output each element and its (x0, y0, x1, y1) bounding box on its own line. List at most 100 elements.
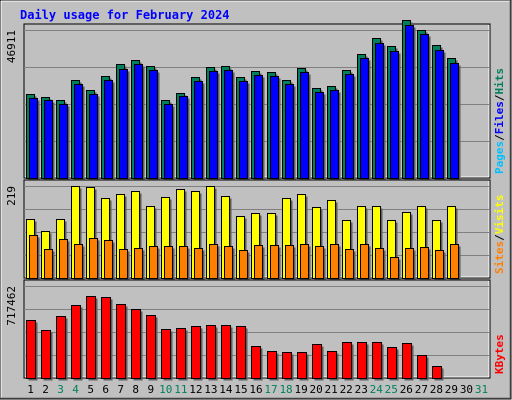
bar-kbytes-day-10 (161, 329, 173, 381)
x-tick-label-day-31: 31 (475, 383, 488, 396)
x-tick-label-day-15: 15 (234, 383, 247, 396)
x-tick-label-day-10: 10 (159, 383, 172, 396)
chart-title: Daily usage for February 2024 (20, 8, 230, 22)
x-tick-label-day-22: 22 (340, 383, 353, 396)
bar-files-day-10 (164, 104, 175, 181)
bar-files-day-4 (74, 84, 85, 181)
panel-hits-max-label: 46911 (5, 30, 18, 63)
bar-sites-day-20 (315, 246, 326, 281)
bar-files-day-19 (300, 72, 311, 181)
bar-files-day-3 (59, 104, 70, 181)
bar-sites-day-15 (239, 250, 250, 281)
x-tick-label-day-18: 18 (279, 383, 292, 396)
bar-files-day-8 (134, 64, 145, 181)
bar-sites-day-6 (104, 240, 115, 281)
bar-kbytes-day-2 (41, 330, 53, 381)
bar-sites-day-9 (149, 246, 160, 281)
bar-kbytes-day-17 (267, 351, 279, 381)
bar-sites-day-19 (300, 244, 311, 281)
bar-kbytes-day-16 (251, 346, 263, 381)
x-tick-label-day-27: 27 (415, 383, 428, 396)
x-tick-label-day-2: 2 (42, 383, 49, 396)
bar-files-day-14 (224, 70, 235, 181)
bar-sites-day-27 (420, 247, 431, 281)
bar-files-day-20 (315, 92, 326, 181)
bar-sites-day-13 (209, 244, 220, 281)
bar-kbytes-day-11 (176, 328, 188, 381)
x-tick-label-day-4: 4 (72, 383, 79, 396)
x-tick-label-day-5: 5 (87, 383, 94, 396)
bar-sites-day-1 (29, 235, 40, 281)
x-tick-label-day-12: 12 (189, 383, 202, 396)
bar-files-day-27 (420, 34, 431, 181)
bar-sites-day-23 (360, 244, 371, 281)
legend-visits: Visits (493, 195, 506, 235)
panel-visits-max-label: 219 (5, 186, 18, 206)
x-tick-label-day-1: 1 (27, 383, 34, 396)
panel-visits-legend: Sites/Visits (493, 195, 506, 275)
bar-kbytes-day-18 (282, 352, 294, 381)
bar-sites-day-17 (270, 245, 281, 281)
bar-sites-day-12 (194, 248, 205, 281)
bar-files-day-5 (89, 94, 100, 181)
bar-files-day-1 (29, 98, 40, 181)
legend-sites: Sites (493, 241, 506, 274)
bar-kbytes-day-6 (101, 297, 113, 381)
bar-sites-day-21 (330, 244, 341, 281)
bar-kbytes-day-9 (146, 315, 158, 381)
bar-sites-day-18 (285, 245, 296, 281)
bar-sites-day-7 (119, 249, 130, 281)
bar-files-day-16 (254, 75, 265, 181)
x-tick-label-day-26: 26 (400, 383, 413, 396)
bar-kbytes-day-21 (327, 351, 339, 381)
x-tick-label-day-14: 14 (219, 383, 233, 396)
bar-sites-day-25 (390, 257, 401, 281)
bar-files-day-17 (270, 76, 281, 181)
bar-files-day-28 (435, 50, 446, 181)
bar-files-day-21 (330, 90, 341, 181)
x-tick-label-day-8: 8 (132, 383, 139, 396)
panel-kbytes-legend: KBytes (493, 334, 506, 374)
bar-files-day-29 (450, 63, 461, 181)
bar-files-day-7 (119, 69, 130, 181)
bar-sites-day-28 (435, 250, 446, 281)
bar-kbytes-day-1 (26, 320, 38, 381)
legend-hits: Hits (493, 68, 506, 95)
x-tick-label-day-7: 7 (117, 383, 124, 396)
legend-pages: Pages (493, 141, 506, 174)
x-tick-label-day-30: 30 (460, 383, 473, 396)
x-tick-label-day-17: 17 (264, 383, 277, 396)
x-tick-label-day-29: 29 (445, 383, 458, 396)
x-tick-label-day-16: 16 (249, 383, 262, 396)
bar-files-day-13 (209, 71, 220, 181)
bar-files-day-24 (375, 43, 386, 181)
x-tick-label-day-11: 11 (174, 383, 187, 396)
bar-files-day-23 (360, 58, 371, 181)
bar-kbytes-day-20 (312, 344, 324, 381)
bar-sites-day-24 (375, 248, 386, 281)
bar-files-day-9 (149, 70, 160, 181)
bar-kbytes-day-3 (56, 316, 68, 381)
x-tick-label-day-28: 28 (430, 383, 443, 396)
bar-sites-day-11 (179, 246, 190, 281)
bar-sites-day-26 (405, 248, 416, 281)
bar-kbytes-day-5 (86, 296, 98, 381)
bar-kbytes-day-23 (357, 342, 369, 381)
legend-files: Files (493, 101, 506, 134)
bar-kbytes-day-12 (191, 326, 203, 381)
panel-hits-legend: Pages/Files/Hits (493, 68, 506, 174)
bar-sites-day-5 (89, 238, 100, 281)
bar-kbytes-day-4 (71, 305, 83, 381)
x-tick-label-day-21: 21 (325, 383, 338, 396)
bar-sites-day-22 (345, 249, 356, 281)
bar-files-day-6 (104, 80, 115, 181)
bar-files-day-26 (405, 25, 416, 181)
bar-files-day-15 (239, 81, 250, 181)
x-tick-label-day-19: 19 (294, 383, 307, 396)
bar-kbytes-day-28 (432, 366, 444, 381)
bar-sites-day-4 (74, 244, 85, 281)
x-tick-label-day-20: 20 (310, 383, 323, 396)
bar-kbytes-day-24 (372, 342, 384, 381)
bar-kbytes-day-22 (342, 342, 354, 381)
bar-sites-day-10 (164, 246, 175, 281)
